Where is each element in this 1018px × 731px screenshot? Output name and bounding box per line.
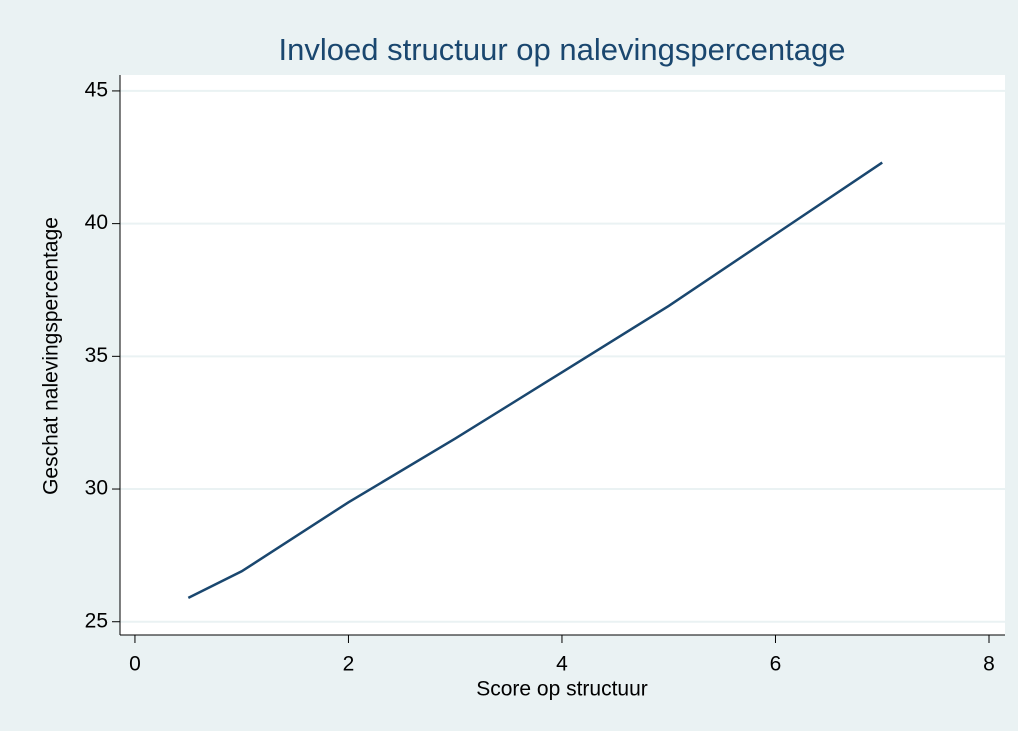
y-tick-label: 40 [85, 211, 108, 234]
y-tick-label: 35 [85, 344, 108, 367]
y-tick-label: 25 [85, 609, 108, 632]
x-tick-label: 8 [983, 653, 995, 676]
chart-title: Invloed structuur op nalevingspercentage [279, 32, 846, 67]
x-tick-label: 4 [556, 653, 568, 676]
x-tick-label: 2 [343, 653, 355, 676]
y-tick-label: 45 [85, 78, 108, 101]
x-axis-label: Score op structuur [476, 678, 648, 701]
y-tick-label: 30 [85, 477, 108, 500]
y-axis-label: Geschat nalevingspercentage [40, 217, 63, 495]
plot-area [120, 75, 1005, 635]
x-tick-label: 0 [129, 653, 141, 676]
line-series [187, 161, 883, 599]
x-tick-label: 6 [770, 653, 782, 676]
